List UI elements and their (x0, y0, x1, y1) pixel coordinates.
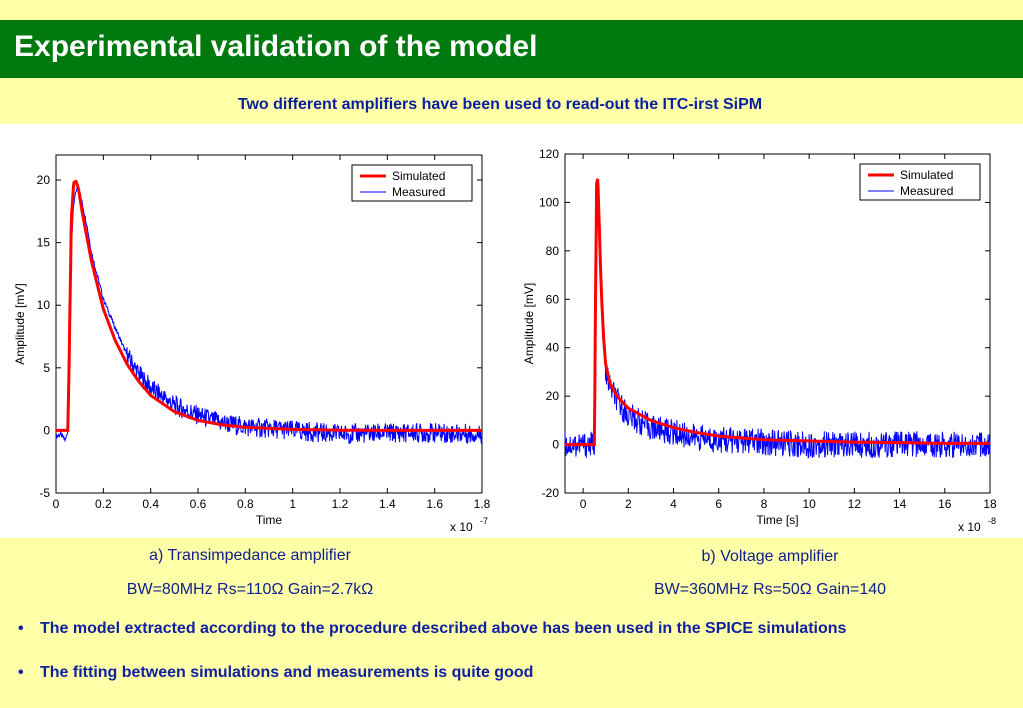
x-tick-label: 0 (580, 497, 587, 511)
x-tick-label: 1.2 (332, 497, 349, 511)
x-axis-label: Time (256, 513, 283, 527)
y-axis-label: Amplitude [mV] (522, 283, 536, 364)
bullet-text: The fitting between simulations and meas… (40, 664, 534, 681)
x-exponent-label: -8 (988, 516, 996, 526)
x-tick-label: 10 (802, 497, 816, 511)
x-multiplier-label: x 10 (958, 520, 981, 534)
y-tick-label: -5 (39, 486, 50, 500)
x-tick-label: 0 (53, 497, 60, 511)
x-tick-label: 8 (761, 497, 768, 511)
page-title: Experimental validation of the model (14, 30, 538, 63)
x-tick-label: 0.2 (95, 497, 112, 511)
x-tick-label: 12 (848, 497, 862, 511)
y-tick-label: -20 (542, 486, 560, 500)
caption-a-title: a) Transimpedance amplifier (149, 547, 351, 564)
x-tick-label: 0.4 (142, 497, 159, 511)
caption-b-params: BW=360MHz Rs=50Ω Gain=140 (653, 581, 887, 598)
y-tick-label: 120 (539, 147, 559, 161)
title-bar: Experimental validation of the model (0, 20, 1023, 78)
bullet-item: • The model extracted according to the p… (18, 620, 846, 664)
bullet-list: • The model extracted according to the p… (18, 620, 846, 708)
bullet-text: The model extracted according to the pro… (40, 620, 847, 637)
x-tick-label: 2 (625, 497, 632, 511)
chart-voltage: -20 0 20 40 60 80 100 120 0 2 4 6 8 10 12 14 16 18 Time [s… (522, 147, 997, 534)
x-tick-label: 1.4 (379, 497, 396, 511)
series-simulated-line (56, 179, 482, 432)
y-tick-label: 80 (546, 244, 560, 258)
x-tick-label: 1.6 (426, 497, 443, 511)
bullet-item: • The fitting between simulations and me… (18, 664, 846, 708)
y-tick-label: 5 (43, 361, 50, 375)
y-tick-label: 15 (37, 236, 51, 250)
x-tick-label: 1.8 (474, 497, 491, 511)
x-tick-label: 14 (893, 497, 907, 511)
x-multiplier-label: x 10 (450, 520, 473, 534)
series-measured-line (55, 185, 483, 445)
legend-simulated-label: Simulated (392, 169, 445, 183)
x-tick-label: 0.6 (190, 497, 207, 511)
x-tick-label: 0.8 (237, 497, 254, 511)
bullet-dot-icon: • (18, 664, 24, 681)
y-axis-label: Amplitude [mV] (13, 283, 27, 364)
y-tick-label: 40 (546, 341, 560, 355)
legend-box (351, 164, 473, 202)
y-tick-label: 0 (43, 423, 50, 437)
y-tick-label: 100 (539, 195, 559, 209)
y-tick-label: 20 (546, 389, 560, 403)
y-tick-label: 10 (37, 298, 51, 312)
y-tick-label: 0 (552, 438, 559, 452)
page-subtitle: Two different amplifiers have been used … (237, 96, 763, 113)
bullet-dot-icon: • (18, 620, 24, 637)
y-tick-label: 20 (37, 173, 51, 187)
series-measured-line (564, 178, 991, 459)
x-tick-label: 18 (983, 497, 997, 511)
x-tick-label: 1 (289, 497, 296, 511)
caption-a-params: BW=80MHz Rs=110Ω Gain=2.7kΩ (126, 581, 374, 598)
caption-b-title: b) Voltage amplifier (701, 548, 839, 565)
legend-box (859, 163, 981, 201)
legend-simulated-label: Simulated (900, 168, 953, 182)
x-tick-label: 4 (670, 497, 677, 511)
x-tick-label: 6 (715, 497, 722, 511)
x-tick-label: 16 (938, 497, 952, 511)
y-tick-label: 60 (546, 292, 560, 306)
legend-measured-label: Measured (900, 184, 953, 198)
x-exponent-label: -7 (480, 516, 488, 526)
series-simulated-line (565, 178, 990, 447)
x-axis-label: Time [s] (756, 513, 798, 527)
legend-measured-label: Measured (392, 185, 445, 199)
